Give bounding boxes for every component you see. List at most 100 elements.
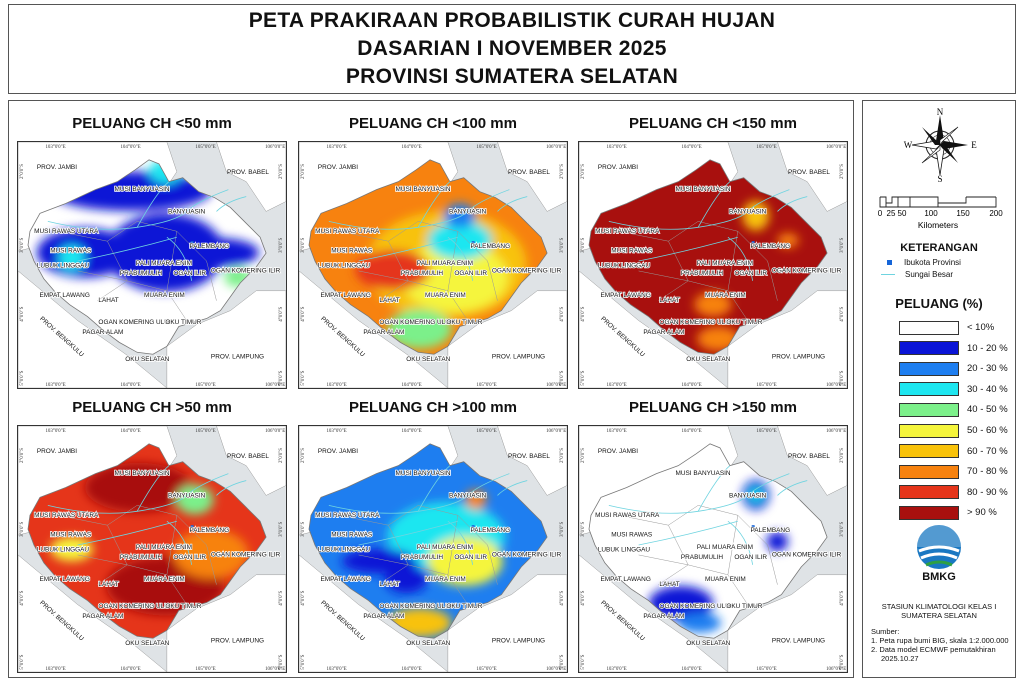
panel-title: PELUANG CH >50 mm bbox=[72, 399, 232, 416]
neighbour-land bbox=[497, 426, 567, 496]
place-label-babel: PROV. BABEL bbox=[508, 453, 550, 460]
compass-w: W bbox=[904, 140, 913, 150]
neighbour-land bbox=[18, 270, 168, 388]
probability-zone bbox=[427, 536, 503, 586]
neighbour-land bbox=[579, 270, 729, 388]
river-line bbox=[358, 520, 458, 546]
neighbour-land bbox=[447, 574, 567, 672]
grid-label-lat-right: 2°0'0"S bbox=[279, 448, 284, 463]
place-label-lampung: PROV. LAMPUNG bbox=[211, 353, 264, 360]
probability-zone bbox=[678, 612, 722, 633]
district-boundary bbox=[206, 544, 217, 585]
province-map: 103°0'0"E 104°0'0"E 105°0'0"E 106°0'0"E 103°… bbox=[578, 141, 848, 389]
river-line bbox=[777, 480, 808, 496]
neighbour-land bbox=[18, 554, 168, 672]
place-label-oku-selatan: OKU SELATAN bbox=[125, 640, 169, 647]
river-line bbox=[497, 196, 528, 212]
place-label-palembang: PALEMBANG bbox=[750, 243, 790, 250]
grid-label-lat-left: 4°0'0"S bbox=[581, 306, 586, 321]
place-label-musi-rawas-utara: MUSI RAWAS UTARA bbox=[595, 228, 660, 235]
legend-swatch bbox=[899, 464, 959, 479]
province-boundary bbox=[27, 443, 267, 639]
district-boundary bbox=[767, 544, 778, 585]
grid-label-lon-bottom: 106°0'0"E bbox=[546, 383, 566, 388]
place-label-banyuasin: BANYUASIN bbox=[729, 492, 767, 499]
district-boundary bbox=[97, 564, 128, 585]
grid-label-lat-right: 3°0'0"S bbox=[279, 238, 284, 253]
grid-label-lon-top: 106°0'0"E bbox=[826, 429, 846, 434]
grid-label-lon-top: 103°0'0"E bbox=[606, 145, 626, 150]
place-label-musi-rawas-utara: MUSI RAWAS UTARA bbox=[315, 228, 380, 235]
grid-label-lat-right: 2°0'0"S bbox=[840, 164, 845, 179]
grid-label-lat-right: 4°0'0"S bbox=[840, 590, 845, 605]
legend-swatch bbox=[899, 320, 959, 335]
legend-class-2: 20 - 30 % bbox=[899, 361, 1008, 376]
scale-unit: Kilometers bbox=[918, 220, 958, 230]
place-label-musi-banyuasin: MUSI BANYUASIN bbox=[676, 186, 731, 193]
district-boundary bbox=[97, 280, 128, 301]
district-boundary bbox=[57, 221, 138, 242]
province-map: 103°0'0"E 104°0'0"E 105°0'0"E 106°0'0"E 103°… bbox=[578, 425, 848, 673]
neighbour-land bbox=[447, 290, 567, 388]
grid-label-lon-bottom: 105°0'0"E bbox=[476, 383, 496, 388]
panel-title: PELUANG CH <150 mm bbox=[629, 115, 797, 132]
place-label-musi-rawas-utara: MUSI RAWAS UTARA bbox=[595, 512, 660, 519]
capital-marker bbox=[751, 241, 755, 245]
legend-class-7: 70 - 80 % bbox=[899, 464, 1008, 479]
river-line bbox=[136, 465, 170, 512]
grid-label-lat-left: 2°0'0"S bbox=[581, 448, 586, 463]
place-label-prabumulih: PRABUMULIH bbox=[401, 270, 444, 277]
grid-label-lon-bottom: 105°0'0"E bbox=[476, 667, 496, 672]
grid-label-lat-left: 2°0'0"S bbox=[581, 164, 586, 179]
place-label-jambi: PROV. JAMBI bbox=[37, 448, 77, 455]
map-title-line-3: PROVINSI SUMATERA SELATAN bbox=[345, 65, 679, 88]
grid-label-lat-right: 3°0'0"S bbox=[279, 522, 284, 537]
place-label-lampung: PROV. LAMPUNG bbox=[772, 637, 825, 644]
probability-zone bbox=[176, 485, 214, 515]
probability-zone bbox=[427, 220, 492, 261]
probability-zone bbox=[387, 309, 452, 349]
place-label-lampung: PROV. LAMPUNG bbox=[211, 637, 264, 644]
station-line-1: STASIUN KLIMATOLOGI KELAS I bbox=[881, 602, 997, 611]
place-label-banyuasin: BANYUASIN bbox=[449, 492, 487, 499]
province-map: 103°0'0"E 104°0'0"E 105°0'0"E 106°0'0"E 103°… bbox=[17, 141, 287, 389]
grid-label-lon-bottom: 103°0'0"E bbox=[606, 667, 626, 672]
river-line bbox=[216, 196, 247, 212]
place-label-palimuara-enim: PALI MUARA ENIM bbox=[417, 260, 473, 267]
place-label-empat-lawang: EMPAT LAWANG bbox=[601, 576, 651, 583]
probability-zone bbox=[58, 245, 86, 270]
probability-zone bbox=[443, 203, 476, 229]
probability-zone bbox=[777, 233, 799, 248]
legend-swatch bbox=[899, 485, 959, 500]
place-label-pagar-alam: PAGAR ALAM bbox=[643, 329, 684, 336]
grid-label-lat-left: 3°0'0"S bbox=[20, 522, 25, 537]
probability-zone bbox=[85, 462, 193, 513]
sources-title: Sumber: bbox=[871, 627, 900, 636]
place-label-ogan-komering-ulu: OGAN KOMERING ULU bbox=[659, 319, 730, 326]
place-label-musi-rawas-utara: MUSI RAWAS UTARA bbox=[34, 512, 99, 519]
place-label-ogan-ilir: OGAN ILIR bbox=[173, 270, 206, 277]
place-label-muara-enim: MUARA ENIM bbox=[144, 576, 185, 583]
grid-label-lat-left: 4°0'0"S bbox=[301, 306, 306, 321]
province-boundary bbox=[588, 159, 828, 355]
grid-label-lat-left: 5°0'0"S bbox=[581, 370, 586, 385]
place-label-palembang: PALEMBANG bbox=[750, 527, 790, 534]
place-label-jambi: PROV. JAMBI bbox=[37, 164, 77, 171]
place-label-prabumulih: PRABUMULIH bbox=[681, 554, 724, 561]
grid-label-lon-bottom: 104°0'0"E bbox=[681, 383, 701, 388]
place-label-palimuara-enim: PALI MUARA ENIM bbox=[697, 544, 753, 551]
river-line bbox=[77, 236, 177, 262]
grid-label-lon-top: 104°0'0"E bbox=[401, 429, 421, 434]
grid-label-lon-top: 103°0'0"E bbox=[606, 429, 626, 434]
place-label-lampung: PROV. LAMPUNG bbox=[492, 637, 545, 644]
grid-label-lat-right: 4°0'0"S bbox=[279, 306, 284, 321]
district-boundary bbox=[166, 290, 187, 321]
legend-swatch bbox=[899, 444, 959, 459]
probability-zone bbox=[50, 536, 94, 562]
place-label-babel: PROV. BABEL bbox=[227, 453, 269, 460]
place-label-oku-timur: OKU TIMUR bbox=[165, 603, 201, 610]
grid-label-lat-right: 2°0'0"S bbox=[279, 164, 284, 179]
probability-zone bbox=[648, 585, 713, 621]
river-line bbox=[328, 473, 510, 514]
district-boundary bbox=[166, 574, 187, 605]
